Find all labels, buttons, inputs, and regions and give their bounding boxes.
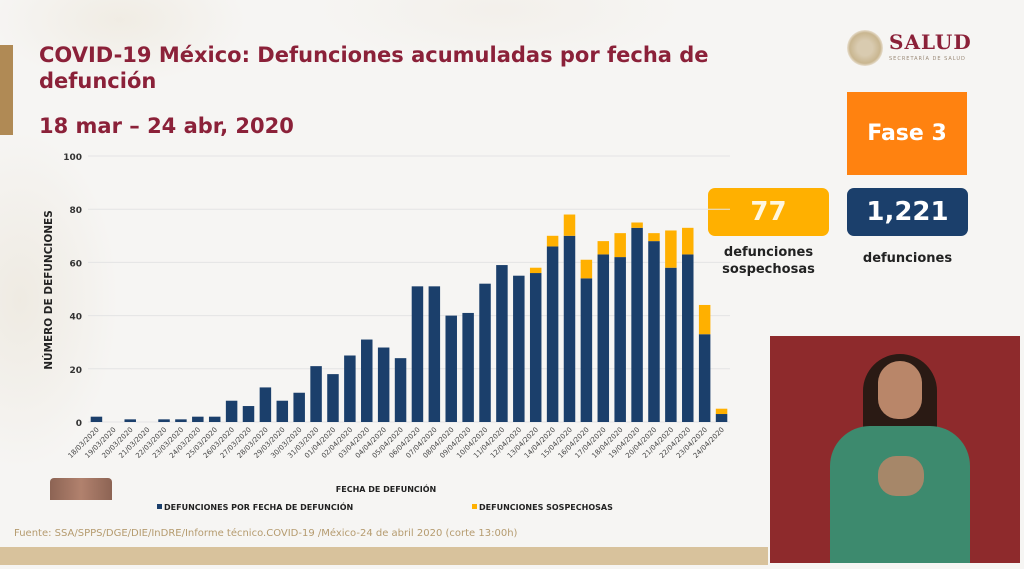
- y-tick-label: 60: [69, 259, 82, 269]
- suspected-label-line2: sospechosas: [722, 262, 815, 277]
- interpreter-hands: [878, 456, 924, 496]
- bar-confirmed: [529, 273, 542, 422]
- x-axis-ticks: 18/03/202019/03/202020/03/202021/03/2020…: [67, 426, 726, 460]
- suspected-deaths-value: 77: [708, 188, 829, 236]
- source-note: Fuente: SSA/SPPS/DGE/DIE/InDRE/Informe t…: [14, 528, 518, 539]
- bar-suspected: [682, 227, 694, 255]
- y-tick-label: 40: [69, 313, 82, 323]
- bar-confirmed: [276, 400, 289, 422]
- bar-suspected: [715, 408, 728, 415]
- bar-confirmed: [327, 374, 339, 422]
- chart-bars: [90, 214, 728, 422]
- bar-suspected: [698, 304, 711, 335]
- y-tick-label: 100: [63, 153, 82, 163]
- confirmed-deaths-value: 1,221: [847, 188, 968, 236]
- suspected-deaths-label: defunciones sospechosas: [708, 244, 829, 278]
- legend-label: DEFUNCIONES POR FECHA DE DEFUNCIÓN: [164, 501, 353, 512]
- bar-suspected: [614, 233, 626, 258]
- bar-confirmed: [563, 235, 576, 422]
- salud-logo: SALUD SECRETARÍA DE SALUD: [847, 30, 972, 70]
- bar-confirmed: [411, 286, 424, 422]
- national-emblem-icon: [847, 30, 883, 66]
- legend-swatch: [472, 504, 477, 509]
- bar-confirmed: [648, 241, 660, 422]
- suspected-label-line1: defunciones: [723, 245, 814, 260]
- bar-suspected: [529, 267, 542, 274]
- bar-confirmed: [445, 315, 457, 422]
- bar-confirmed: [698, 334, 711, 422]
- legend-label: DEFUNCIONES SOSPECHOSAS: [479, 503, 613, 512]
- x-axis-label: FECHA DE DEFUNCIÓN: [336, 483, 436, 494]
- sign-language-interpreter-video: [770, 336, 1020, 563]
- bar-suspected: [665, 230, 677, 268]
- bar-confirmed: [90, 416, 103, 422]
- bar-confirmed: [124, 419, 136, 422]
- bottom-decorative-bar: [0, 547, 768, 565]
- y-tick-label: 80: [69, 206, 82, 216]
- y-axis-label: NÚMERO DE DEFUNCIONES: [42, 210, 55, 370]
- bar-suspected: [546, 235, 559, 247]
- bar-confirmed: [259, 387, 272, 422]
- bar-suspected: [597, 241, 610, 255]
- bar-confirmed: [242, 406, 255, 422]
- confirmed-deaths-label: defunciones: [862, 251, 953, 266]
- bar-confirmed: [310, 366, 322, 422]
- bar-confirmed: [479, 283, 491, 422]
- page-title: COVID-19 México: Defunciones acumuladas …: [39, 43, 709, 93]
- bar-confirmed: [175, 419, 187, 422]
- bar-confirmed: [344, 355, 356, 422]
- bar-suspected: [648, 233, 660, 242]
- bar-confirmed: [665, 267, 677, 422]
- bar-confirmed: [158, 419, 170, 422]
- bar-confirmed: [631, 227, 643, 422]
- bar-confirmed: [614, 257, 626, 422]
- y-tick-label: 0: [76, 419, 82, 429]
- bar-confirmed: [462, 312, 474, 422]
- bar-confirmed: [293, 392, 305, 422]
- legend-swatch: [157, 504, 162, 509]
- y-axis-ticks: 0 20 40 60 80 100: [63, 153, 82, 429]
- phase-badge: Fase 3: [847, 92, 967, 175]
- y-tick-label: 20: [69, 366, 82, 376]
- left-accent-bar: [0, 45, 13, 135]
- interpreter-face: [878, 361, 922, 419]
- bar-confirmed: [496, 265, 508, 422]
- bar-confirmed: [715, 414, 728, 422]
- bar-confirmed: [428, 286, 441, 422]
- date-range: 18 mar – 24 abr, 2020: [39, 114, 294, 138]
- bar-confirmed: [682, 254, 694, 422]
- logo-word: SALUD: [889, 30, 972, 54]
- bar-confirmed: [361, 339, 373, 422]
- historic-figures-crest: [50, 478, 112, 500]
- chart-legend: DEFUNCIONES POR FECHA DE DEFUNCIÓN DEFUNC…: [157, 501, 613, 512]
- bar-confirmed: [597, 254, 610, 422]
- bar-confirmed: [580, 278, 593, 422]
- bar-confirmed: [225, 400, 238, 422]
- bar-confirmed: [513, 275, 525, 422]
- bar-confirmed: [394, 358, 407, 422]
- bar-confirmed: [546, 246, 559, 422]
- bar-suspected: [631, 222, 643, 228]
- bar-confirmed: [192, 416, 204, 422]
- bar-confirmed: [377, 347, 390, 422]
- bar-confirmed: [208, 416, 221, 422]
- bar-suspected: [580, 259, 593, 279]
- logo-subtitle: SECRETARÍA DE SALUD: [889, 56, 966, 62]
- bar-suspected: [563, 214, 576, 236]
